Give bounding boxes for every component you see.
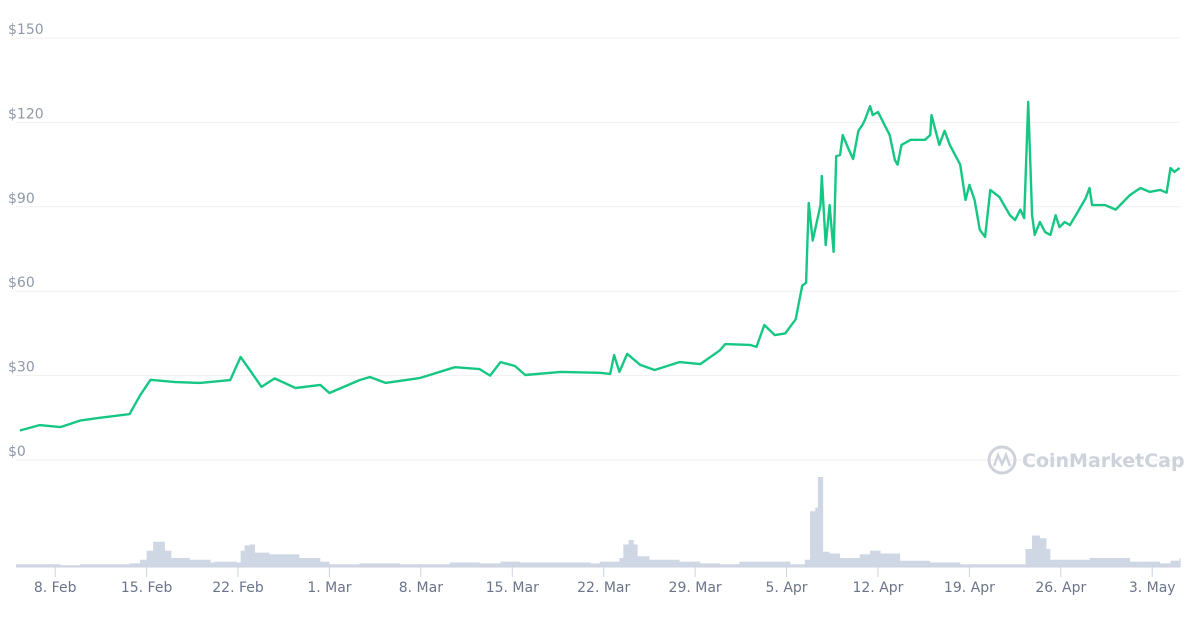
watermark-text: CoinMarketCap: [1022, 450, 1185, 472]
x-tick-label: 26. Apr: [1035, 580, 1086, 596]
x-tick-label: 3. May: [1129, 580, 1176, 596]
x-axis: 8. Feb 15. Feb 22. Feb 1. Mar 8. Mar 15. Mar 2…: [34, 567, 1176, 596]
volume-area: [16, 477, 1181, 567]
x-tick-label: 19. Apr: [944, 580, 995, 596]
x-tick-label: 8. Mar: [399, 580, 443, 596]
x-tick-label: 22. Feb: [212, 580, 264, 596]
y-tick-label: $120: [8, 106, 44, 122]
x-tick-label: 15. Feb: [121, 580, 173, 596]
x-tick-label: 22. Mar: [577, 580, 630, 596]
y-tick-label: $30: [8, 360, 35, 376]
x-tick-label: 1. Mar: [307, 580, 351, 596]
y-axis-labels: $0 $30 $60 $90 $120 $150: [8, 22, 44, 460]
x-tick-label: 29. Mar: [669, 580, 722, 596]
x-tick-label: 5. Apr: [766, 580, 808, 596]
grid-lines: [16, 37, 1180, 461]
coinmarketcap-watermark: CoinMarketCap: [987, 445, 1185, 475]
x-tick-label: 12. Apr: [852, 580, 903, 596]
coinmarketcap-logo-icon: [987, 445, 1017, 475]
y-tick-label: $90: [8, 191, 35, 207]
y-tick-label: $0: [8, 444, 26, 460]
x-tick-label: 15. Mar: [486, 580, 539, 596]
volume-series: [16, 477, 1181, 568]
y-tick-label: $60: [8, 275, 35, 291]
x-tick-label: 8. Feb: [34, 580, 77, 596]
price-line: [19, 100, 1181, 432]
price-series: [19, 100, 1181, 432]
y-tick-label: $150: [8, 22, 44, 38]
